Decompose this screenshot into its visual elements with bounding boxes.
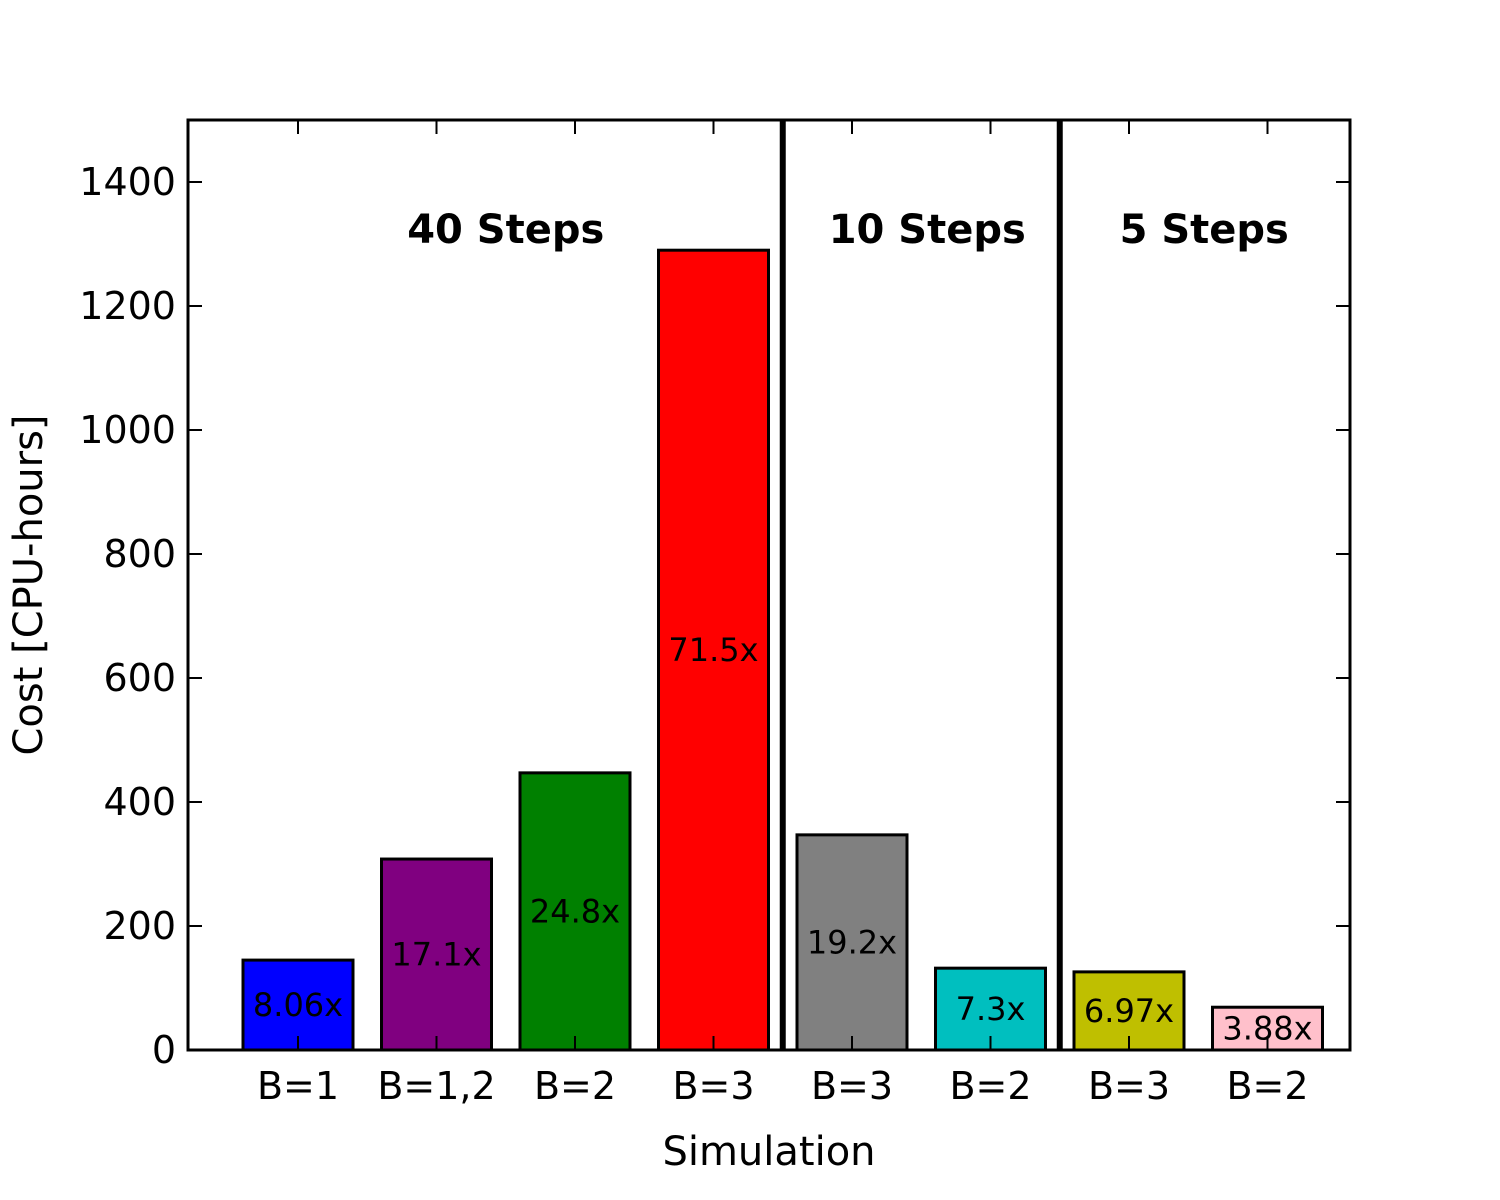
bar-value-label: 6.97x bbox=[1084, 992, 1174, 1030]
y-tick-label: 1200 bbox=[79, 284, 176, 328]
y-tick-label: 1400 bbox=[79, 160, 176, 204]
bar-1 bbox=[241, 958, 355, 1052]
x-tick-label: B=1,2 bbox=[377, 1064, 495, 1108]
ticks-layer bbox=[188, 120, 1350, 1051]
bar-2 bbox=[380, 857, 493, 1052]
group-label: 5 Steps bbox=[1120, 207, 1289, 253]
x-axis-label: Simulation bbox=[662, 1129, 875, 1175]
bar-4 bbox=[657, 248, 770, 1052]
x-tick-label: B=3 bbox=[811, 1064, 893, 1108]
bar-value-label: 71.5x bbox=[668, 631, 758, 669]
bar-3 bbox=[518, 771, 632, 1052]
group-label: 40 Steps bbox=[407, 207, 604, 253]
group-label: 10 Steps bbox=[829, 207, 1026, 253]
bar-value-label: 17.1x bbox=[391, 936, 481, 974]
bar-value-label: 8.06x bbox=[253, 986, 343, 1024]
bar-value-label: 24.8x bbox=[530, 892, 620, 930]
x-tick-label: B=2 bbox=[534, 1064, 616, 1108]
bar-value-label: 3.88x bbox=[1222, 1010, 1312, 1048]
labels-layer: 8.06x 17.1x 24.8x 71.5x 19.2x 7.3x 6.97x 3.88x 4… bbox=[79, 160, 1312, 1108]
x-tick-label: B=2 bbox=[1226, 1064, 1308, 1108]
bars-layer bbox=[241, 248, 1324, 1052]
x-tick-label: B=3 bbox=[1088, 1064, 1170, 1108]
y-tick-label: 1000 bbox=[79, 408, 176, 452]
group-separators bbox=[779, 120, 1063, 1050]
y-tick-label: 400 bbox=[103, 780, 176, 824]
y-axis-label: Cost [CPU-hours] bbox=[6, 414, 52, 755]
x-tick-label: B=2 bbox=[949, 1064, 1031, 1108]
y-tick-label: 800 bbox=[103, 532, 176, 576]
plot-frame bbox=[186, 118, 1352, 1052]
y-tick-label: 600 bbox=[103, 656, 176, 700]
x-tick-label: B=3 bbox=[672, 1064, 754, 1108]
y-tick-label: 0 bbox=[152, 1028, 176, 1072]
bar-value-label: 19.2x bbox=[807, 923, 897, 961]
x-tick-label: B=1 bbox=[257, 1064, 339, 1108]
y-tick-label: 200 bbox=[103, 904, 176, 948]
bar-value-label: 7.3x bbox=[956, 990, 1026, 1028]
